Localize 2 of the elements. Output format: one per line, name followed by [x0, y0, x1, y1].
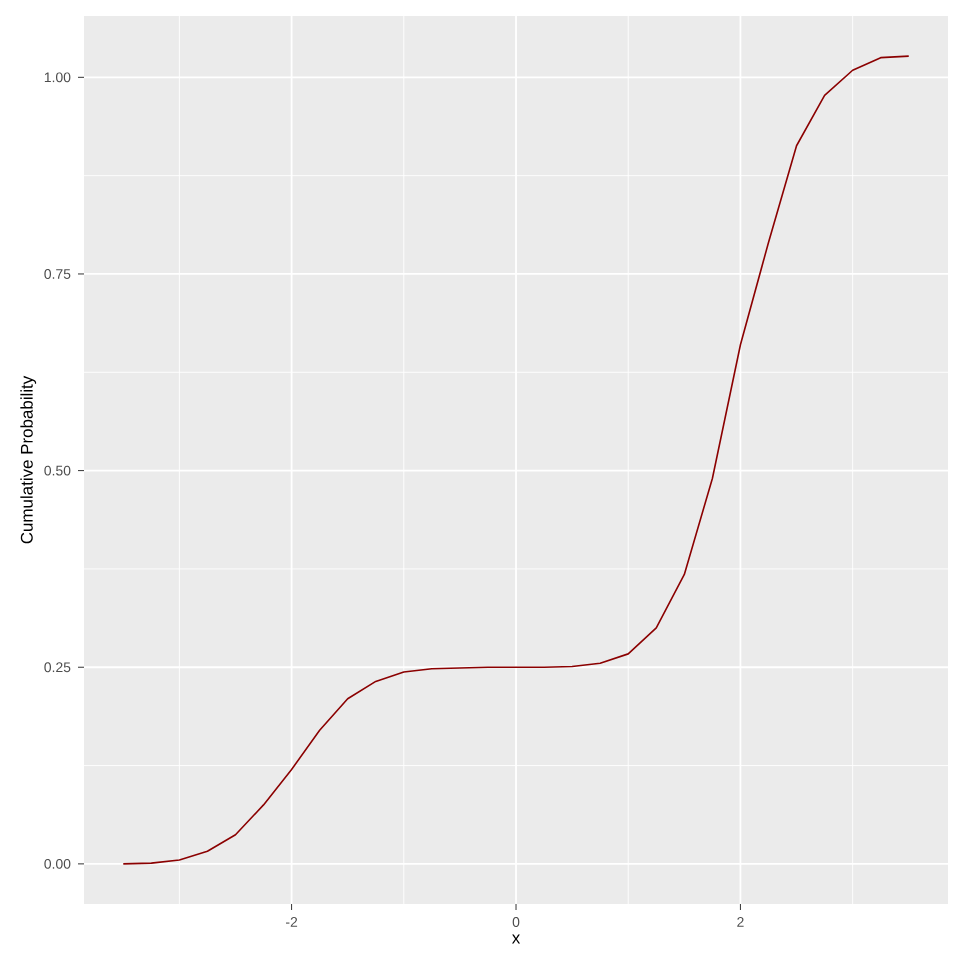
x-axis-title: x	[511, 934, 521, 944]
y-axis-title: Cumulative Probability	[20, 375, 37, 544]
